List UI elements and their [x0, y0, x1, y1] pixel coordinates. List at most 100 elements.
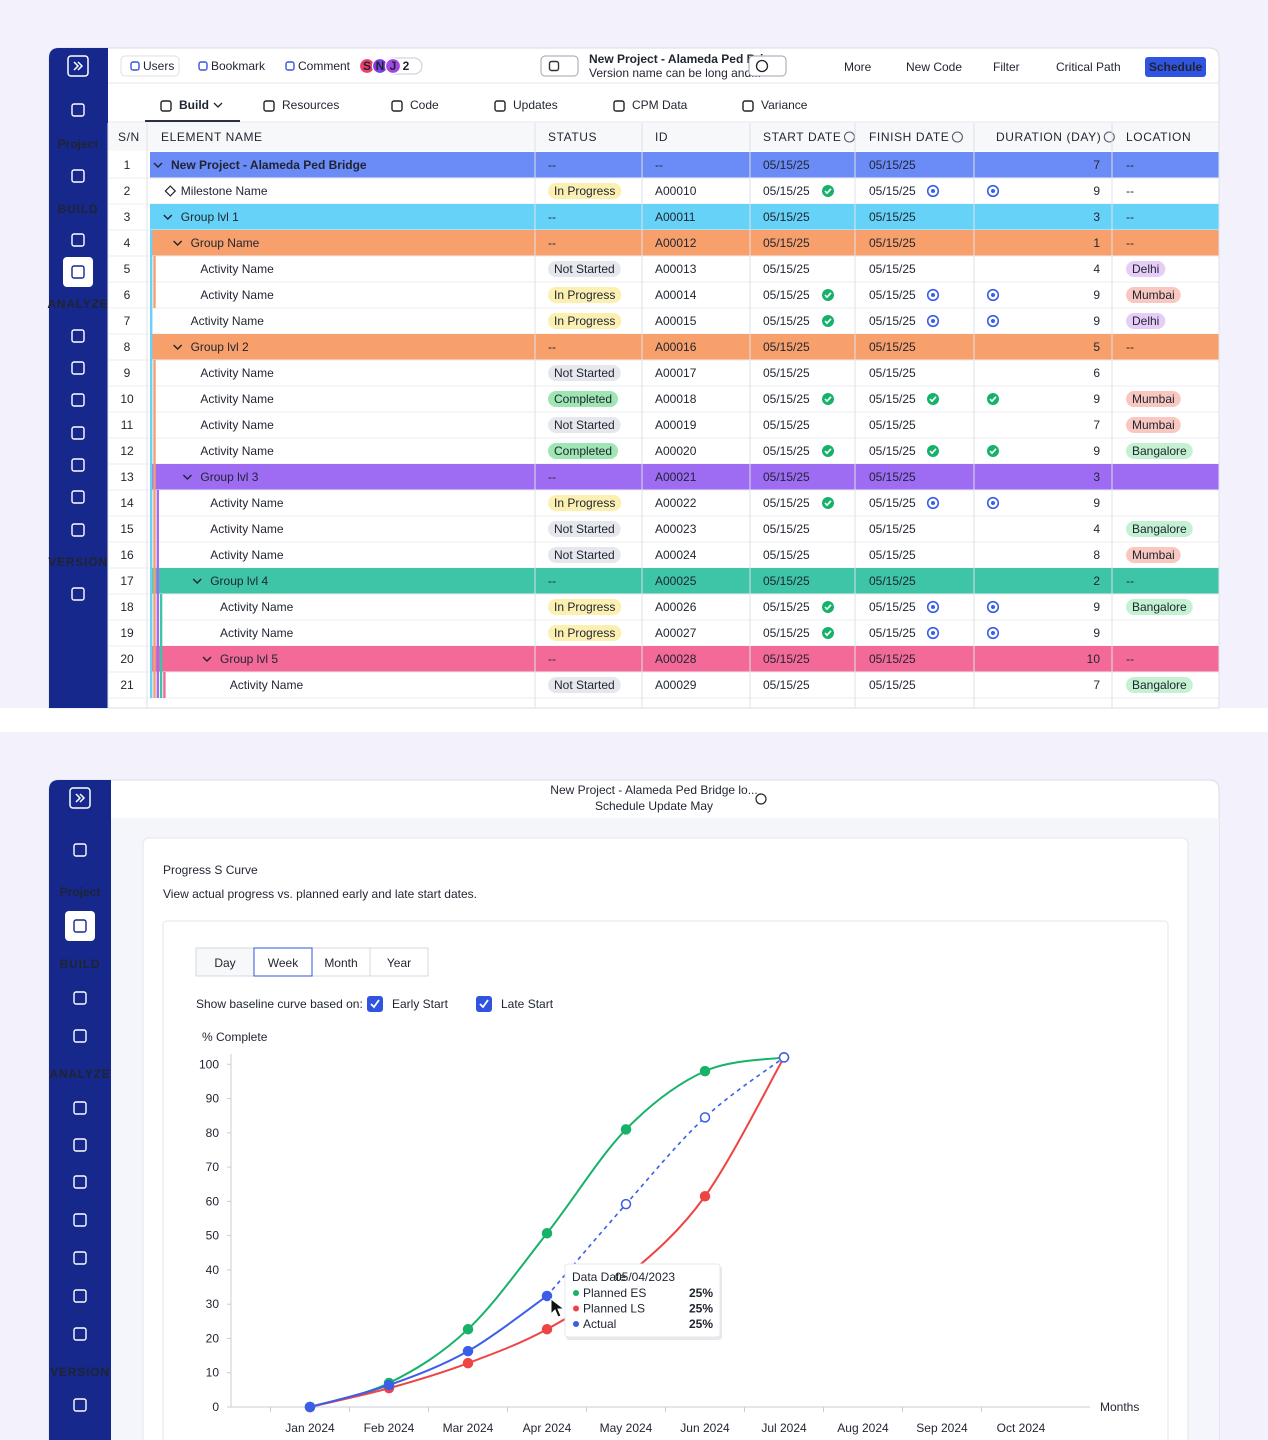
row-number: 11 [121, 418, 134, 432]
status-pill-bg [548, 417, 621, 433]
tab[interactable]: Variance [761, 98, 808, 112]
start-date: 05/15/25 [763, 600, 810, 614]
nav-icon[interactable] [73, 843, 87, 857]
users-button[interactable] [120, 55, 180, 77]
nav-icon[interactable] [71, 103, 85, 117]
expand-chevron[interactable] [182, 474, 192, 480]
nav-icon[interactable] [71, 233, 85, 247]
hierarchy-guide [153, 256, 156, 308]
tooltip-value: 25% [689, 1286, 713, 1300]
element-id: A00028 [655, 652, 697, 666]
tab[interactable]: CPM Data [632, 98, 688, 112]
status-pill: Not Started [554, 678, 615, 692]
checkbox[interactable] [476, 996, 492, 1012]
element-name: Group lvl 2 [191, 340, 249, 354]
nav-icon[interactable] [71, 458, 85, 472]
data-point[interactable] [462, 1345, 474, 1357]
status-pill-bg [548, 443, 619, 459]
element-name: Activity Name [200, 366, 274, 380]
data-point[interactable] [699, 1065, 711, 1077]
nav-icon[interactable] [73, 1289, 87, 1303]
group-row-bg [150, 230, 1219, 256]
finish-date: 05/15/25 [869, 392, 916, 406]
status-text: -- [548, 158, 556, 172]
projected-point[interactable] [620, 1198, 632, 1210]
tab[interactable]: Code [410, 98, 439, 112]
expand-chevron[interactable] [192, 578, 202, 584]
critical-path-button[interactable]: Critical Path [1056, 60, 1121, 74]
nav-icon[interactable] [71, 361, 85, 375]
status-text: -- [548, 340, 556, 354]
finish-date: 05/15/25 [869, 678, 916, 692]
location-pill: Delhi [1132, 314, 1159, 328]
tab[interactable]: Build [179, 98, 209, 112]
data-point[interactable] [541, 1323, 553, 1335]
nav-icon[interactable] [73, 1251, 87, 1265]
schedule-button[interactable] [1145, 57, 1206, 77]
range-button[interactable] [369, 947, 429, 977]
row-number: 14 [120, 496, 134, 510]
nav-icon[interactable] [71, 393, 85, 407]
column-header: ELEMENT NAME [161, 130, 263, 144]
active-nav-tile[interactable] [63, 257, 93, 287]
nav-icon[interactable] [71, 587, 85, 601]
finish-date: 05/15/25 [869, 470, 916, 484]
expand-chevron[interactable] [173, 240, 183, 246]
more-button[interactable]: More [844, 60, 872, 74]
status-pill: Completed [554, 392, 612, 406]
projected-point[interactable] [778, 1052, 790, 1063]
data-point[interactable] [462, 1323, 474, 1335]
tab[interactable]: Updates [513, 98, 558, 112]
data-point[interactable] [304, 1401, 316, 1413]
nav-icon[interactable] [71, 169, 85, 183]
location-pill-bg [1126, 599, 1193, 615]
element-id: A00016 [655, 340, 697, 354]
nav-icon[interactable] [73, 991, 87, 1005]
start-date: 05/15/25 [763, 574, 810, 588]
nav-icon[interactable] [71, 523, 85, 537]
bookmark-button[interactable]: Bookmark [211, 59, 266, 73]
finish-date: 05/15/25 [869, 548, 916, 562]
view-switch[interactable] [540, 55, 579, 77]
finish-date: 05/15/25 [869, 236, 916, 250]
nav-icon[interactable] [71, 426, 85, 440]
data-point[interactable] [541, 1290, 553, 1302]
report-project-name: New Project - Alameda Ped Bridge lo... [550, 783, 757, 797]
expand-chevron[interactable] [202, 656, 212, 662]
expand-chevron[interactable] [153, 162, 163, 168]
nav-icon[interactable] [73, 1175, 87, 1189]
status-pill: Not Started [554, 418, 615, 432]
element-name: Activity Name [230, 678, 304, 692]
nav-icon[interactable] [71, 490, 85, 504]
data-point[interactable] [699, 1190, 711, 1202]
nav-icon[interactable] [73, 1327, 87, 1341]
nav-icon[interactable] [73, 1213, 87, 1227]
tab[interactable]: Resources [282, 98, 339, 112]
nav-icon[interactable] [73, 1138, 87, 1152]
expand-chevron[interactable] [163, 214, 173, 220]
nav-icon[interactable] [73, 1029, 87, 1043]
nav-icon[interactable] [73, 1101, 87, 1115]
active-nav-tile[interactable] [65, 911, 95, 941]
data-point[interactable] [383, 1379, 395, 1391]
checkbox[interactable] [367, 996, 383, 1012]
start-date: 05/15/25 [763, 340, 810, 354]
location-pill-bg [1126, 391, 1181, 407]
x-tick-label: Apr 2024 [523, 1421, 572, 1435]
sidebar-label: Project [60, 885, 101, 899]
expand-chevron[interactable] [173, 344, 183, 350]
data-point[interactable] [462, 1357, 474, 1369]
projected-point[interactable] [699, 1112, 711, 1123]
data-point[interactable] [541, 1227, 553, 1239]
comment-button[interactable]: Comment [298, 59, 351, 73]
row-number: 9 [124, 366, 131, 380]
nav-icon[interactable] [73, 1398, 87, 1412]
new-code-button[interactable]: New Code [906, 60, 962, 74]
check-mark [989, 396, 997, 403]
view-icon [548, 60, 560, 72]
data-point[interactable] [620, 1124, 632, 1135]
filter-button[interactable]: Filter [993, 60, 1020, 74]
location-text: -- [1126, 184, 1134, 198]
nav-icon[interactable] [71, 329, 85, 343]
element-name: Activity Name [200, 418, 274, 432]
